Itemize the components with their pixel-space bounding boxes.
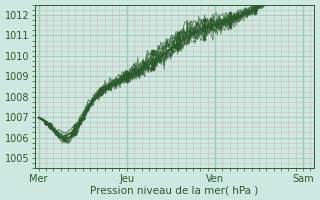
X-axis label: Pression niveau de la mer( hPa ): Pression niveau de la mer( hPa )	[91, 185, 259, 195]
